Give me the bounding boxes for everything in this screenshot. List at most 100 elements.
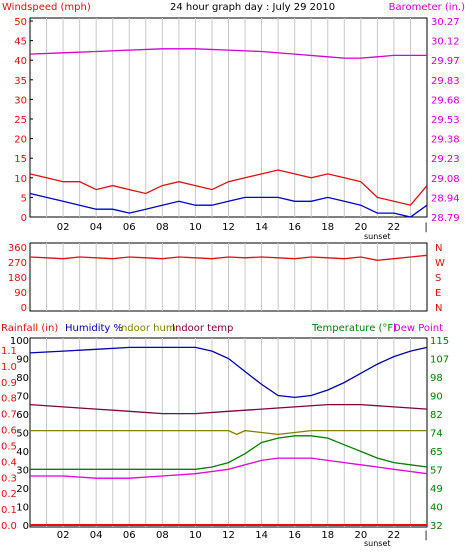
humidity-tick: 60 [16,410,29,421]
humidity-tick: 30 [16,466,29,477]
direction-y-tick: 0 [21,303,27,314]
wind-baro-series [29,48,428,218]
temp-x-tick: 16 [288,530,301,541]
humidity-tick: 100 [10,336,29,347]
humidity-tick: 10 [16,503,29,514]
rainfall-tick: 0.3 [1,473,17,484]
temp-x-tick: 12 [222,530,235,541]
humidity-tick: 40 [16,447,29,458]
barometer-y-tick: 28.94 [431,193,460,204]
rainfall-tick: 0.5 [1,441,17,452]
wind-y-tick: 30 [14,95,27,106]
temp-x-tick: 22 [388,530,401,541]
indoor-temp-axis-label: Indoor temp [172,323,233,334]
rainfall-tick: 0.6 [1,426,17,437]
temperature-tick: 98 [430,373,443,384]
wind-x-end-tick: | [424,222,427,233]
rainfall-axis-label: Rainfall (in) [1,323,58,334]
gust-series-line [29,192,428,218]
wind-x-tick: 10 [189,222,202,233]
direction-grid [46,243,411,311]
humidity-tick: 50 [16,429,29,440]
temp-x-tick: 06 [123,530,136,541]
humidity-tick: 20 [16,484,29,495]
wind-x-tick: 06 [123,222,136,233]
rainfall-tick: 0.0 [1,521,17,532]
temp-x-tick-labels: 02 04 06 08 10 12 14 16 18 20 22 | [57,530,428,541]
barometer-axis-label: Barometer (in.) [389,2,465,13]
wind-y-tick: 45 [14,37,27,48]
wind-y-tick: 0 [21,213,27,224]
wind-y-tick: 40 [14,56,27,67]
wind-x-tick: 18 [321,222,334,233]
wind-y-tick: 50 [14,17,27,28]
direction-y-tick: 180 [8,273,27,284]
temperature-tick-labels: 115 107 98 90 82 74 65 57 49 40 32 [430,336,449,532]
temperature-tick: 57 [430,466,443,477]
temp-x-tick: 10 [189,530,202,541]
rainfall-tick: 0.4 [1,457,17,468]
barometer-y-tick-labels: 30.27 30.12 29.97 29.83 29.68 29.53 29.38 29.23… [431,17,460,224]
wind-x-tick: 16 [288,222,301,233]
direction-y-tick: 270 [8,258,27,269]
temperature-tick: 40 [430,503,443,514]
temperature-tick: 65 [430,447,443,458]
windspeed-axis-label: Windspeed (mph) [2,2,91,13]
barometer-y-tick: 29.08 [431,174,460,185]
temperature-tick: 90 [430,392,443,403]
temperature-tick: 32 [430,521,443,532]
indoor_temp-series-line [29,403,428,415]
rainfall-tick: 0.8 [1,394,17,405]
humidity-tick: 90 [16,355,29,366]
temperature-tick: 82 [430,410,443,421]
direction-series-line [29,254,428,261]
dew-point-axis-label: Dew Point [393,323,443,334]
wind-x-tick: 04 [90,222,103,233]
wind-y-tick: 5 [21,193,27,204]
barometer-y-tick: 30.27 [431,17,460,28]
temp-hum-series [29,346,428,526]
humidity-axis-label: Humidity % [65,323,123,334]
barometer-y-tick: 29.38 [431,135,460,146]
temp-x-tick: 20 [354,530,367,541]
wind-y-tick: 20 [14,135,27,146]
direction-y-tick-labels: 360 270 180 90 0 [8,243,27,314]
wind-y-tick: 25 [14,115,27,126]
temperature-tick: 115 [430,336,449,347]
wind-series-line [29,169,428,206]
rainfall-tick: 0.7 [1,410,17,421]
direction-y-tick: 360 [8,243,27,254]
barometer-y-tick: 30.12 [431,37,460,48]
temperature-series-line [30,435,428,470]
barometer-series-line [29,48,427,59]
wind-y-tick: 35 [14,76,27,87]
temp-x-tick: 18 [321,530,334,541]
compass-tick: S [435,273,441,284]
humidity-tick: 70 [16,392,29,403]
temp-x-tick: 02 [57,530,70,541]
wind-x-tick: 12 [222,222,235,233]
humidity-tick: 80 [16,373,29,384]
rainfall-tick: 1.1 [1,346,17,357]
barometer-y-tick: 29.68 [431,95,460,106]
indoor_hum-series-line [30,429,427,436]
wind-x-tick: 22 [388,222,401,233]
wind-x-tick: 14 [255,222,268,233]
rainfall-tick-labels: 1.1 1.0 0.9 0.8 0.7 0.6 0.5 0.4 0.3 0.2 0.1 0.0 [1,346,17,532]
wind-x-tick: 02 [57,222,70,233]
indoor-hum-axis-label: Indoor hum [118,323,176,334]
temp-x-tick: 04 [90,530,103,541]
sunset-label-bottom: sunset [364,539,391,548]
wind-x-tick-labels: 02 04 06 08 10 12 14 16 18 20 22 | [57,222,428,233]
compass-tick: E [435,288,441,299]
temp-x-end-tick: | [424,530,427,541]
rainfall-tick: 1.0 [1,362,17,373]
rainfall-tick: 0.1 [1,505,17,516]
temperature-axis-label: Temperature (°F) [311,323,397,334]
rainfall-tick: 0.2 [1,489,17,500]
temp-x-tick: 08 [156,530,169,541]
wind-x-tick: 20 [354,222,367,233]
barometer-y-tick: 29.53 [431,115,460,126]
